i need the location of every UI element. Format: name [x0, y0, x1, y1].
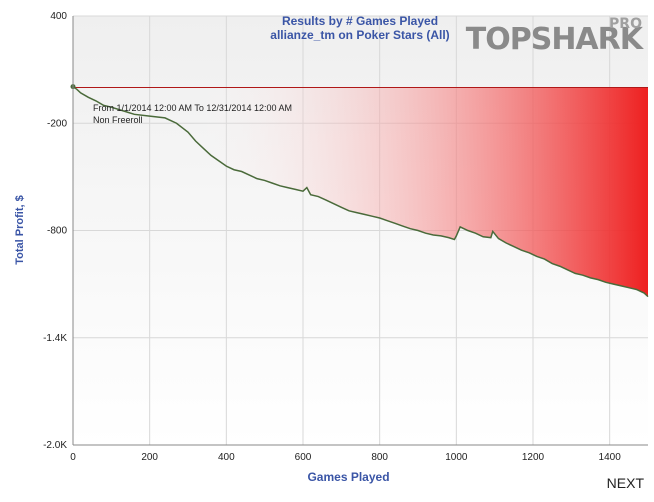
- loss-area: [73, 87, 648, 297]
- x-tick-label: 1200: [522, 452, 545, 463]
- date-range-note: From 1/1/2014 12:00 AM To 12/31/2014 12:…: [93, 103, 292, 113]
- x-tick-label: 1000: [445, 452, 468, 463]
- profit-line: [72, 85, 649, 298]
- x-tick-label: 0: [70, 452, 76, 463]
- x-axis-title: Games Played: [307, 470, 389, 484]
- y-tick-label: -1.4K: [43, 333, 67, 344]
- x-tick-label: 1400: [599, 452, 622, 463]
- y-tick-label: 400: [50, 11, 67, 22]
- logo-pro-text: PRO: [609, 16, 642, 32]
- filter-note: Non Freeroll: [93, 115, 143, 125]
- logo-top-text: TOP: [465, 22, 532, 57]
- y-tick-label: -200: [47, 118, 67, 129]
- logo-shark-text: SHARK: [530, 22, 643, 57]
- topshark-logo: TOPSHARK PRO: [465, 16, 643, 57]
- x-tick-label: 600: [295, 452, 312, 463]
- y-tick-label: -800: [47, 226, 67, 237]
- chart-title: Results by # Games Played: [281, 14, 439, 28]
- y-axis-title: Total Profit, $: [14, 195, 26, 264]
- chart-subtitle: allianze_tm on Poker Stars (All): [270, 28, 450, 42]
- x-tick-label: 400: [218, 452, 235, 463]
- next-button[interactable]: NEXT: [606, 475, 644, 491]
- x-tick-label: 800: [371, 452, 388, 463]
- y-tick-label: -2.0K: [43, 440, 67, 451]
- x-tick-label: 200: [141, 452, 158, 463]
